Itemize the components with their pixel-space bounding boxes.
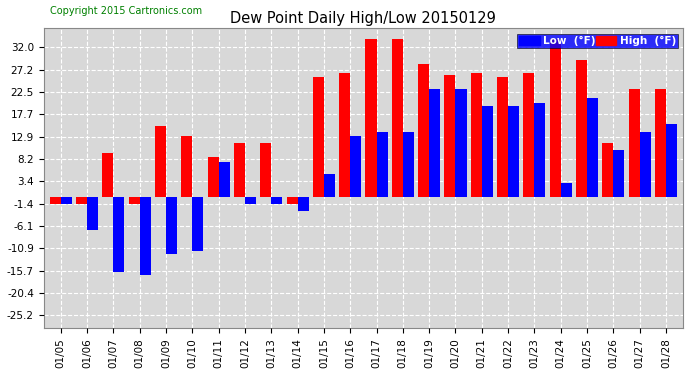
Bar xyxy=(87,197,98,230)
Bar xyxy=(219,162,230,197)
Bar xyxy=(166,197,177,254)
Bar xyxy=(102,153,113,197)
Bar xyxy=(260,143,271,197)
Bar xyxy=(234,143,245,197)
Bar xyxy=(429,89,440,197)
Bar xyxy=(629,89,640,197)
Bar xyxy=(155,126,166,197)
Bar xyxy=(50,197,61,204)
Bar xyxy=(377,132,388,197)
Bar xyxy=(587,98,598,197)
Bar xyxy=(403,132,414,197)
Bar xyxy=(482,106,493,197)
Bar xyxy=(286,197,297,204)
Bar xyxy=(271,197,282,204)
Bar xyxy=(76,197,87,204)
Bar xyxy=(444,75,455,197)
Bar xyxy=(455,89,466,197)
Bar xyxy=(508,106,519,197)
Bar xyxy=(181,136,193,197)
Title: Dew Point Daily High/Low 20150129: Dew Point Daily High/Low 20150129 xyxy=(230,11,496,26)
Bar xyxy=(497,77,508,197)
Bar xyxy=(523,72,534,197)
Bar xyxy=(208,157,219,197)
Bar xyxy=(392,39,403,197)
Bar xyxy=(113,197,124,272)
Bar xyxy=(613,150,624,197)
Bar xyxy=(640,132,651,197)
Bar xyxy=(550,39,561,197)
Bar xyxy=(534,102,545,197)
Bar xyxy=(193,197,204,251)
Legend: Low  (°F), High  (°F): Low (°F), High (°F) xyxy=(517,34,678,48)
Bar xyxy=(245,197,256,204)
Bar xyxy=(339,73,351,197)
Bar xyxy=(297,197,308,211)
Bar xyxy=(655,89,666,197)
Bar xyxy=(128,197,139,204)
Bar xyxy=(324,174,335,197)
Bar xyxy=(561,183,572,197)
Bar xyxy=(666,124,677,197)
Bar xyxy=(576,60,587,197)
Bar xyxy=(471,72,482,197)
Bar xyxy=(61,197,72,204)
Text: Copyright 2015 Cartronics.com: Copyright 2015 Cartronics.com xyxy=(50,6,202,16)
Bar xyxy=(366,39,377,197)
Bar xyxy=(313,77,324,197)
Bar xyxy=(351,136,362,197)
Bar xyxy=(602,143,613,197)
Bar xyxy=(418,64,429,197)
Bar xyxy=(139,197,150,275)
